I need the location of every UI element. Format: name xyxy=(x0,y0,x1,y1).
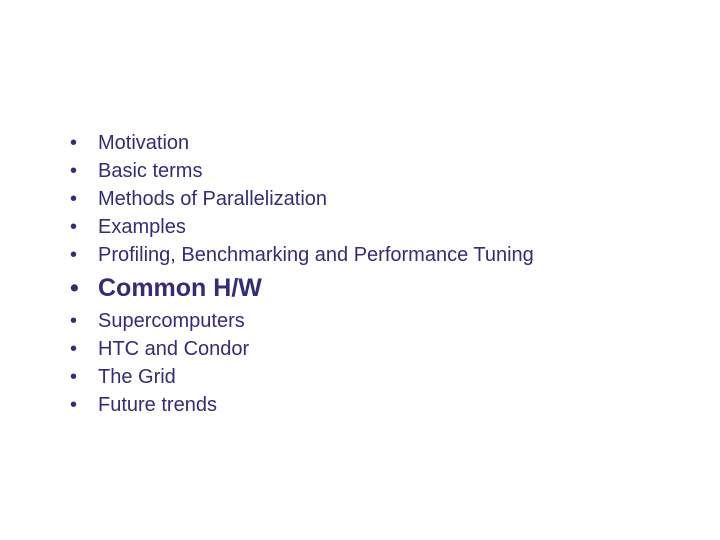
list-item: • HTC and Condor xyxy=(70,336,720,362)
list-item-label: Common H/W xyxy=(98,273,262,304)
list-item-label: Examples xyxy=(98,215,186,240)
list-item-label: HTC and Condor xyxy=(98,337,249,362)
bullet-icon: • xyxy=(70,336,98,359)
list-item-label: The Grid xyxy=(98,365,176,390)
list-item-label: Basic terms xyxy=(98,159,202,184)
list-item: • Future trends xyxy=(70,392,720,418)
list-item: • Basic terms xyxy=(70,158,720,184)
list-item: • Supercomputers xyxy=(70,308,720,334)
list-item: • Profiling, Benchmarking and Performanc… xyxy=(70,242,720,268)
list-item-label: Future trends xyxy=(98,393,217,418)
list-item-emphasized: • Common H/W xyxy=(70,272,720,304)
list-item: • Motivation xyxy=(70,130,720,156)
bullet-icon: • xyxy=(70,308,98,331)
bullet-icon: • xyxy=(70,242,98,265)
list-item-label: Methods of Parallelization xyxy=(98,187,327,212)
list-item: • Methods of Parallelization xyxy=(70,186,720,212)
bullet-icon: • xyxy=(70,214,98,237)
bullet-icon: • xyxy=(70,130,98,153)
list-item-label: Motivation xyxy=(98,131,189,156)
bullet-icon: • xyxy=(70,186,98,209)
bullet-icon: • xyxy=(70,158,98,181)
list-item: • Examples xyxy=(70,214,720,240)
bullet-icon: • xyxy=(70,272,98,301)
list-item-label: Profiling, Benchmarking and Performance … xyxy=(98,243,534,268)
list-item-label: Supercomputers xyxy=(98,309,245,334)
bullet-icon: • xyxy=(70,364,98,387)
outline-list: • Motivation • Basic terms • Methods of … xyxy=(70,130,720,418)
bullet-icon: • xyxy=(70,392,98,415)
list-item: • The Grid xyxy=(70,364,720,390)
